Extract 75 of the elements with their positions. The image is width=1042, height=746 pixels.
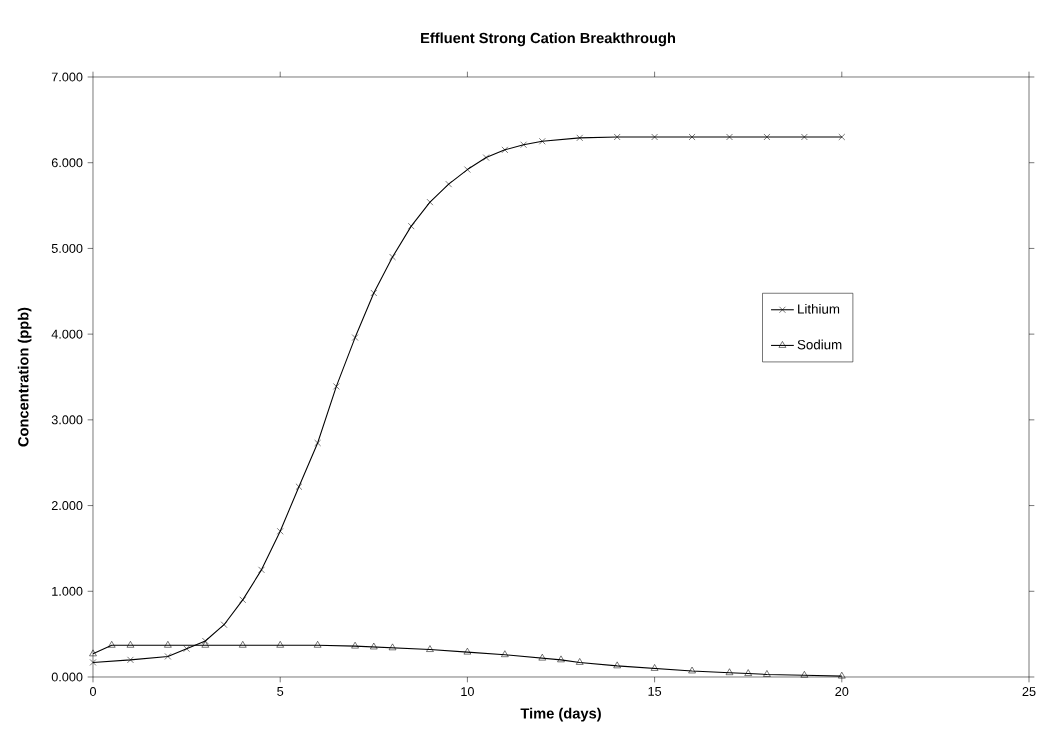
point: [351, 334, 359, 341]
point: [575, 658, 584, 665]
point: [613, 661, 621, 669]
y-tick-label: 7.000: [51, 72, 83, 82]
legend-label: Sodium: [797, 339, 842, 350]
point: [520, 141, 527, 148]
point: [501, 650, 509, 657]
point: [407, 222, 415, 230]
point: [276, 641, 284, 648]
point: [838, 133, 846, 141]
point: [388, 643, 397, 651]
point: [239, 596, 247, 604]
legend-label: Lithium: [798, 303, 840, 314]
point: [220, 621, 228, 628]
point: [613, 133, 621, 141]
y-tick-label: 5.000: [51, 243, 83, 253]
point: [539, 138, 546, 145]
x-tick-label: 25: [1022, 687, 1036, 697]
point: [202, 637, 209, 645]
y-tick-label: 6.000: [51, 158, 83, 168]
point: [482, 154, 490, 161]
point: [463, 647, 472, 655]
point: [127, 656, 134, 664]
point: [651, 133, 658, 141]
y-tick-label: 2.000: [51, 501, 83, 511]
point: [688, 133, 696, 141]
point: [426, 198, 434, 206]
point: [107, 641, 116, 648]
point: [801, 133, 808, 141]
point: [538, 653, 547, 661]
point: [183, 645, 190, 652]
point: [126, 641, 135, 648]
point: [313, 641, 322, 648]
point: [164, 653, 172, 660]
point: [276, 528, 284, 535]
x-axis-title: Time (days): [520, 707, 601, 722]
point: [333, 383, 340, 390]
x-tick-label: 10: [461, 687, 474, 697]
y-tick-label: 1.000: [52, 586, 83, 596]
y-tick-label: 0.000: [51, 672, 83, 682]
chart-title: Effluent Strong Cation Breakthrough: [421, 32, 676, 47]
point: [725, 668, 734, 675]
x-tick-label: 5: [277, 687, 284, 696]
point: [763, 670, 771, 677]
point: [501, 146, 509, 154]
point: [295, 483, 303, 490]
point: [239, 641, 247, 648]
point: [800, 671, 809, 678]
point: [445, 180, 452, 188]
y-tick-label: 3.000: [51, 415, 83, 425]
y-tick-label: 4.000: [51, 329, 83, 339]
point: [688, 666, 696, 674]
x-tick-label: 20: [835, 687, 849, 697]
y-axis-title: Concentration (ppb): [17, 307, 32, 447]
point: [258, 566, 265, 574]
point: [314, 439, 321, 447]
x-tick-label: 0: [89, 687, 97, 697]
point: [370, 289, 378, 297]
point: [89, 659, 97, 666]
point: [726, 133, 733, 141]
point: [164, 641, 172, 648]
point: [464, 166, 471, 173]
point: [426, 645, 434, 652]
point: [763, 133, 771, 141]
point: [89, 649, 97, 657]
point: [370, 642, 378, 650]
point: [557, 655, 565, 663]
point: [351, 641, 359, 649]
point: [838, 671, 846, 679]
point: [744, 669, 752, 676]
point: [650, 664, 659, 671]
point: [201, 641, 210, 648]
x-tick-label: 15: [648, 687, 662, 696]
point: [576, 134, 584, 142]
point: [389, 253, 396, 261]
